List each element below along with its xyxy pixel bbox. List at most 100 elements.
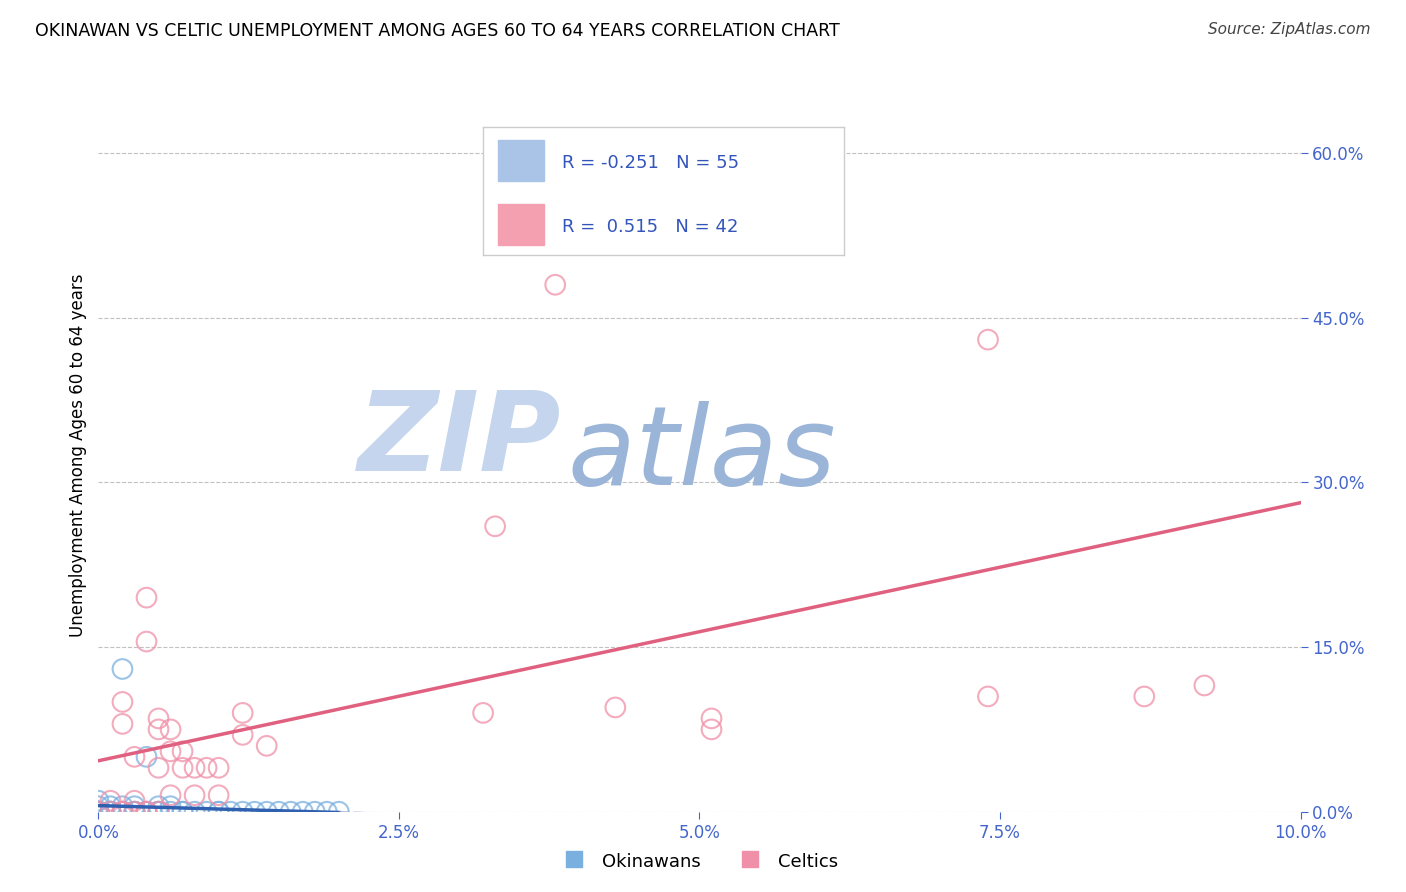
Point — [195, 761, 218, 775]
Point — [148, 805, 170, 819]
Point — [700, 711, 723, 725]
Point — [183, 761, 205, 775]
Point — [100, 805, 122, 819]
Point — [124, 749, 146, 764]
Legend: Okinawans, Celtics: Okinawans, Celtics — [551, 841, 848, 881]
Point — [148, 805, 170, 819]
Point — [135, 591, 157, 605]
Point — [87, 805, 110, 819]
Point — [172, 761, 194, 775]
Point — [111, 805, 134, 819]
Text: OKINAWAN VS CELTIC UNEMPLOYMENT AMONG AGES 60 TO 64 YEARS CORRELATION CHART: OKINAWAN VS CELTIC UNEMPLOYMENT AMONG AG… — [35, 22, 839, 40]
Text: Source: ZipAtlas.com: Source: ZipAtlas.com — [1208, 22, 1371, 37]
Point — [87, 794, 110, 808]
Point — [232, 706, 254, 720]
Point — [472, 706, 495, 720]
Point — [568, 206, 591, 220]
Point — [87, 805, 110, 819]
Point — [87, 805, 110, 819]
Point — [135, 805, 157, 819]
Point — [148, 805, 170, 819]
Point — [87, 805, 110, 819]
Text: ZIP: ZIP — [357, 387, 561, 494]
Point — [100, 805, 122, 819]
Text: atlas: atlas — [567, 401, 837, 508]
Point — [87, 805, 110, 819]
Point — [124, 794, 146, 808]
Point — [87, 805, 110, 819]
Point — [111, 799, 134, 814]
Point — [148, 711, 170, 725]
Point — [219, 805, 242, 819]
Point — [111, 717, 134, 731]
Point — [208, 761, 231, 775]
Point — [111, 805, 134, 819]
Point — [159, 744, 181, 758]
Text: R = -0.251   N = 55: R = -0.251 N = 55 — [562, 153, 740, 171]
Point — [159, 805, 181, 819]
Point — [135, 805, 157, 819]
Point — [135, 805, 157, 819]
Point — [977, 333, 1000, 347]
Point — [1194, 678, 1216, 692]
Point — [148, 761, 170, 775]
Point — [291, 805, 314, 819]
Point — [159, 799, 181, 814]
Point — [124, 805, 146, 819]
Point — [124, 805, 146, 819]
Point — [87, 805, 110, 819]
Point — [100, 805, 122, 819]
Point — [1133, 690, 1156, 704]
Point — [100, 794, 122, 808]
Point — [111, 805, 134, 819]
Point — [124, 805, 146, 819]
Bar — [498, 139, 544, 180]
Point — [100, 805, 122, 819]
Point — [256, 739, 278, 753]
Y-axis label: Unemployment Among Ages 60 to 64 years: Unemployment Among Ages 60 to 64 years — [69, 273, 87, 637]
Point — [208, 805, 231, 819]
Point — [100, 799, 122, 814]
Point — [148, 723, 170, 737]
Point — [243, 805, 266, 819]
Point — [195, 805, 218, 819]
Point — [135, 749, 157, 764]
Point — [232, 728, 254, 742]
Point — [148, 799, 170, 814]
Point — [172, 744, 194, 758]
Point — [87, 805, 110, 819]
Point — [111, 662, 134, 676]
Point — [700, 723, 723, 737]
Point — [267, 805, 290, 819]
Point — [148, 805, 170, 819]
Point — [100, 805, 122, 819]
Point — [111, 805, 134, 819]
Point — [87, 805, 110, 819]
Point — [87, 805, 110, 819]
Point — [124, 799, 146, 814]
Point — [328, 805, 350, 819]
Point — [124, 805, 146, 819]
Point — [159, 723, 181, 737]
Point — [159, 789, 181, 803]
Point — [111, 805, 134, 819]
Point — [544, 277, 567, 292]
Point — [172, 805, 194, 819]
Bar — [498, 203, 544, 244]
Point — [135, 805, 157, 819]
Point — [111, 695, 134, 709]
Point — [87, 799, 110, 814]
Point — [208, 805, 231, 819]
Point — [100, 805, 122, 819]
Text: R =  0.515   N = 42: R = 0.515 N = 42 — [562, 218, 738, 235]
Point — [135, 634, 157, 648]
Point — [605, 700, 627, 714]
Point — [232, 805, 254, 819]
Point — [87, 805, 110, 819]
Point — [256, 805, 278, 819]
Point — [87, 805, 110, 819]
Point — [183, 805, 205, 819]
Point — [315, 805, 337, 819]
Point — [484, 519, 506, 533]
Point — [304, 805, 326, 819]
